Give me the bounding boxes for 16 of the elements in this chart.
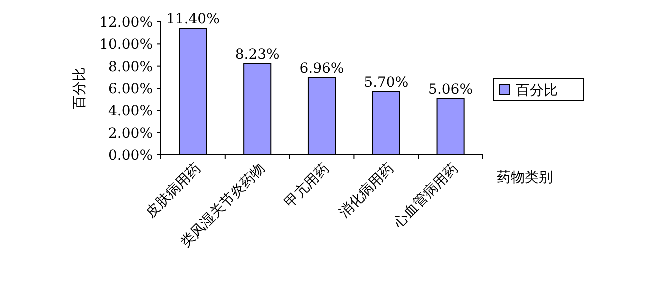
y-tick-label: 0.00% xyxy=(108,148,153,164)
y-tick-label: 8.00% xyxy=(108,59,153,76)
x-tick-label: 甲亢用药 xyxy=(282,160,333,212)
x-axis-title: 药物类别 xyxy=(497,170,553,186)
data-label: 5.06% xyxy=(428,82,474,98)
y-tick-label: 2.00% xyxy=(108,126,153,142)
data-label: 6.96% xyxy=(300,60,344,77)
legend-label: 百分比 xyxy=(516,83,558,99)
y-tick-label: 10.00% xyxy=(100,37,153,54)
y-tick-label: 12.00% xyxy=(100,15,153,31)
data-label: 8.23% xyxy=(235,46,280,63)
data-label: 5.70% xyxy=(364,74,409,91)
y-tick-label: 4.00% xyxy=(108,104,153,120)
y-axis-title: 百分比 xyxy=(72,68,88,110)
y-tick-label: 6.00% xyxy=(108,82,153,98)
data-label: 11.40% xyxy=(166,12,220,28)
